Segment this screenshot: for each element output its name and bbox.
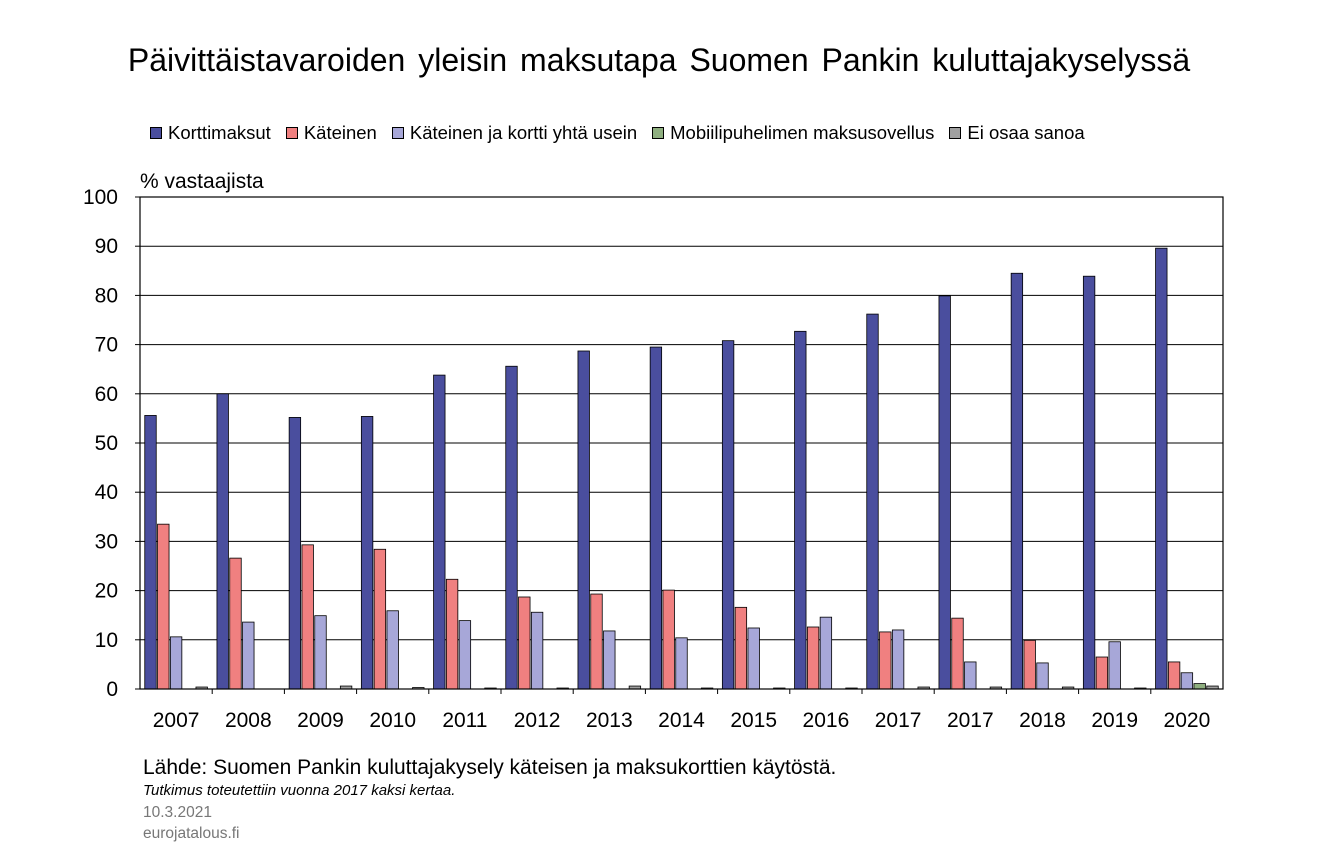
x-tick-label: 2017: [875, 709, 922, 732]
bar: [169, 636, 183, 690]
legend-item: Ei osaa sanoa: [949, 122, 1085, 144]
bar: [1095, 656, 1109, 690]
bar: [314, 615, 327, 690]
bar: [1010, 272, 1024, 690]
legend-item: Käteinen: [285, 122, 377, 144]
legend-label: Ei osaa sanoa: [967, 122, 1085, 143]
date-text: 10.3.2021: [143, 804, 212, 821]
bar: [242, 621, 255, 690]
bar: [144, 415, 157, 690]
grid-lines: [140, 245, 1223, 641]
y-tick-label: 70: [95, 334, 118, 357]
bar: [891, 629, 905, 690]
bar: [866, 313, 879, 690]
bar: [229, 557, 242, 690]
y-tick-label: 30: [95, 530, 118, 553]
bar: [964, 661, 977, 690]
legend-swatch: [652, 127, 665, 139]
chart-title: Päivittäistavaroiden yleisin maksutapa S…: [127, 42, 1191, 78]
bar: [747, 627, 760, 690]
y-axis-label: % vastaajista: [140, 170, 264, 193]
bar: [590, 593, 603, 690]
bar: [458, 620, 472, 690]
legend-swatch: [949, 127, 962, 139]
bar: [1167, 661, 1181, 690]
x-tick-label: 2018: [1019, 709, 1066, 732]
y-tick-label: 40: [95, 481, 118, 504]
legend-label: Mobiilipuhelimen maksusovellus: [670, 122, 935, 143]
legend: Korttimaksut Käteinen Käteinen ja kortti y…: [150, 121, 1100, 145]
legend-swatch: [150, 127, 162, 139]
bar: [373, 548, 387, 690]
bar: [288, 417, 302, 690]
y-tick-label: 80: [95, 284, 118, 307]
bar: [938, 295, 951, 690]
legend-label: Käteinen ja kortti yhtä usein: [409, 122, 638, 143]
legend-swatch: [285, 127, 298, 139]
x-tick-label: 2013: [586, 709, 633, 732]
x-tick-label: 2009: [297, 709, 344, 732]
bar: [518, 596, 531, 690]
bar: [794, 330, 807, 690]
bar: [649, 346, 663, 690]
bar: [360, 416, 374, 690]
x-tick-label: 2015: [730, 709, 777, 732]
x-axis: 2007 2008 2009 2010 2011 2012 2013 2014 2015 2016…: [153, 689, 1211, 732]
bar: [1193, 683, 1206, 690]
legend-item: Korttimaksut: [150, 122, 271, 144]
x-tick-label: 2016: [803, 709, 850, 732]
x-tick-label: 2020: [1164, 709, 1211, 732]
bar: [1036, 662, 1049, 690]
x-tick-label: 2010: [369, 709, 416, 732]
y-tick-label: 0: [106, 678, 118, 701]
y-axis: 0 10 20 30 40 50 60 70 80 90 100: [83, 186, 140, 701]
bar: [445, 578, 459, 690]
x-tick-label: 2012: [514, 709, 561, 732]
legend-label: Korttimaksut: [168, 122, 271, 143]
bar: [951, 617, 964, 690]
bar: [662, 589, 675, 690]
bar: [734, 606, 748, 690]
x-tick-label: 2008: [225, 709, 272, 732]
bar: [819, 616, 833, 690]
legend-swatch: [391, 127, 404, 139]
bar: [879, 631, 892, 690]
bar: [721, 340, 735, 690]
bars: [144, 247, 1219, 690]
bar: [505, 365, 518, 690]
x-tick-label: 2014: [658, 709, 705, 732]
bar: [216, 393, 229, 690]
y-tick-label: 10: [95, 629, 118, 652]
bar: [301, 544, 314, 690]
y-tick-label: 20: [95, 580, 118, 603]
x-tick-label: 2017: [947, 709, 994, 732]
x-tick-label: 2007: [153, 709, 200, 732]
y-tick-label: 50: [95, 432, 118, 455]
bar: [806, 626, 820, 690]
bar: [433, 374, 446, 690]
legend-label: Käteinen: [303, 122, 377, 143]
site-text: eurojatalous.fi: [143, 825, 240, 842]
bar: [1108, 641, 1121, 690]
bar: [675, 637, 688, 690]
bar: [1023, 639, 1036, 690]
y-tick-label: 100: [83, 186, 118, 209]
legend-item: Mobiilipuhelimen maksusovellus: [652, 122, 934, 144]
bar: [577, 350, 590, 690]
legend-item: Käteinen ja kortti yhtä usein: [391, 122, 638, 144]
bar: [530, 611, 544, 690]
bar: [386, 610, 399, 690]
x-tick-label: 2011: [442, 709, 487, 732]
bar: [1155, 247, 1168, 690]
bar: [1180, 672, 1194, 690]
y-tick-label: 60: [95, 383, 118, 406]
y-tick-label: 90: [95, 235, 118, 258]
x-tick-label: 2019: [1091, 709, 1138, 732]
bar: [157, 523, 170, 690]
bar: [1082, 275, 1096, 690]
note-text: Tutkimus toteutettiin vuonna 2017 kaksi …: [143, 782, 456, 799]
bar: [603, 630, 616, 690]
source-text: Lähde: Suomen Pankin kuluttajakysely kät…: [143, 756, 837, 779]
